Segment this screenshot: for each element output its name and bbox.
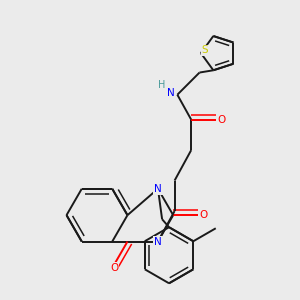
Text: O: O: [110, 263, 119, 273]
Text: O: O: [218, 115, 226, 124]
Text: H: H: [158, 80, 166, 90]
Text: O: O: [199, 210, 207, 220]
Text: N: N: [154, 184, 162, 194]
Text: S: S: [202, 45, 208, 56]
Text: N: N: [154, 236, 162, 247]
Text: N: N: [167, 88, 174, 98]
